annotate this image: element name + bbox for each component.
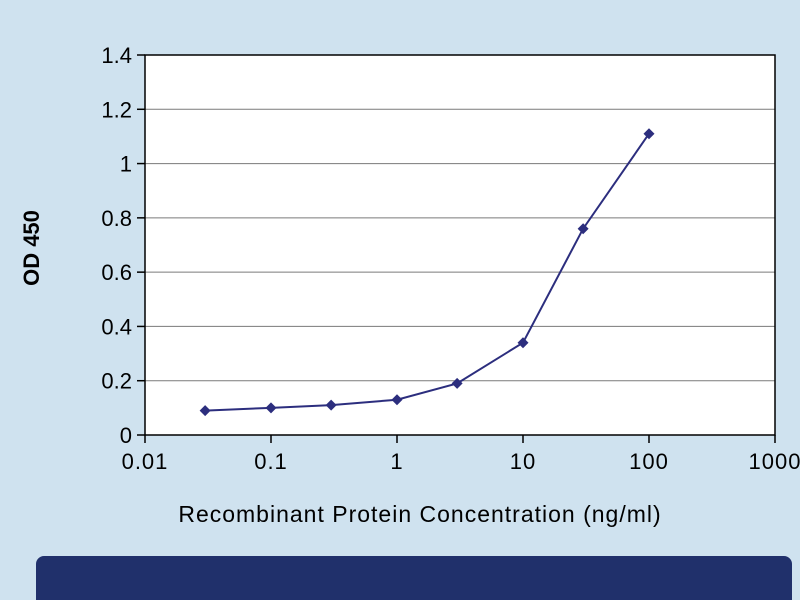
watermark-bar bbox=[36, 556, 792, 600]
data-marker bbox=[517, 337, 529, 349]
data-marker bbox=[199, 405, 211, 417]
y-tick-label: 0.8 bbox=[101, 206, 132, 231]
y-tick-label: 1 bbox=[120, 152, 132, 177]
y-tick-label: 0 bbox=[120, 423, 132, 448]
data-marker bbox=[577, 223, 589, 235]
data-marker bbox=[643, 128, 655, 140]
y-axis-title: OD 450 bbox=[19, 210, 44, 286]
x-tick-label: 0.1 bbox=[254, 449, 288, 474]
data-marker bbox=[325, 399, 337, 411]
x-tick-label: 10 bbox=[510, 449, 536, 474]
y-tick-label: 0.6 bbox=[101, 260, 132, 285]
x-tick-label: 100 bbox=[629, 449, 669, 474]
plot-area bbox=[145, 55, 775, 435]
y-tick-label: 0.4 bbox=[101, 314, 132, 339]
x-tick-label: 1 bbox=[390, 449, 403, 474]
data-line bbox=[205, 133, 650, 412]
data-marker bbox=[451, 377, 463, 389]
y-tick-label: 1.2 bbox=[101, 97, 132, 122]
x-axis-title: Recombinant Protein Concentration (ng/ml… bbox=[178, 501, 662, 527]
data-marker bbox=[265, 402, 277, 414]
plot-border bbox=[144, 54, 776, 436]
y-tick-label: 0.2 bbox=[101, 369, 132, 394]
y-tick-label: 1.4 bbox=[101, 43, 132, 68]
x-tick-label: 1000 bbox=[749, 449, 800, 474]
data-marker bbox=[391, 394, 403, 406]
x-tick-label: 0.01 bbox=[122, 449, 169, 474]
